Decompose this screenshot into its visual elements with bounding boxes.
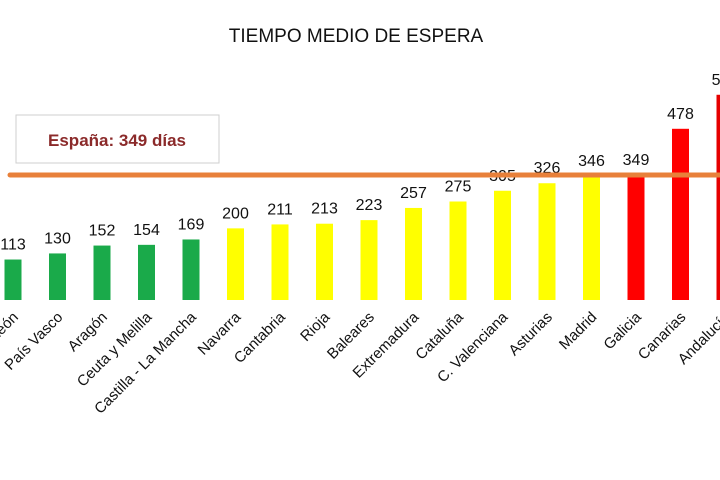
category-label: Rioja [297, 308, 334, 345]
bar [538, 183, 556, 300]
data-label: 223 [356, 197, 383, 214]
chart-title: TIEMPO MEDIO DE ESPERA [229, 26, 484, 47]
bar [716, 94, 720, 300]
bar [494, 190, 511, 300]
data-label: 169 [178, 216, 205, 233]
bar [360, 220, 378, 300]
data-label: 349 [623, 152, 650, 169]
bar [182, 239, 200, 300]
data-label: 113 [0, 237, 26, 254]
bar [93, 245, 111, 300]
data-label: 154 [133, 222, 160, 239]
data-label: 346 [578, 153, 605, 170]
bar [316, 223, 333, 300]
bar [672, 128, 689, 300]
data-label: 275 [445, 179, 472, 196]
bar [138, 244, 155, 300]
data-label: 257 [400, 185, 427, 202]
bar [49, 253, 66, 300]
category-label: Asturias [505, 309, 555, 359]
bar [227, 228, 244, 300]
category-label: Madrid [556, 309, 600, 353]
bar [449, 201, 467, 300]
average-label: España: 349 días [48, 131, 186, 150]
data-label: 213 [311, 201, 338, 218]
bar [4, 259, 22, 300]
bar [405, 207, 422, 300]
data-label: 130 [44, 230, 71, 247]
data-label: 152 [89, 223, 116, 240]
average-label-box [15, 114, 220, 164]
data-label: 478 [667, 106, 694, 123]
bar [271, 224, 289, 300]
data-label: 200 [222, 205, 249, 222]
bar [583, 176, 600, 300]
data-label: 573 [712, 72, 720, 89]
data-label: 211 [267, 201, 293, 218]
bar [627, 175, 645, 300]
